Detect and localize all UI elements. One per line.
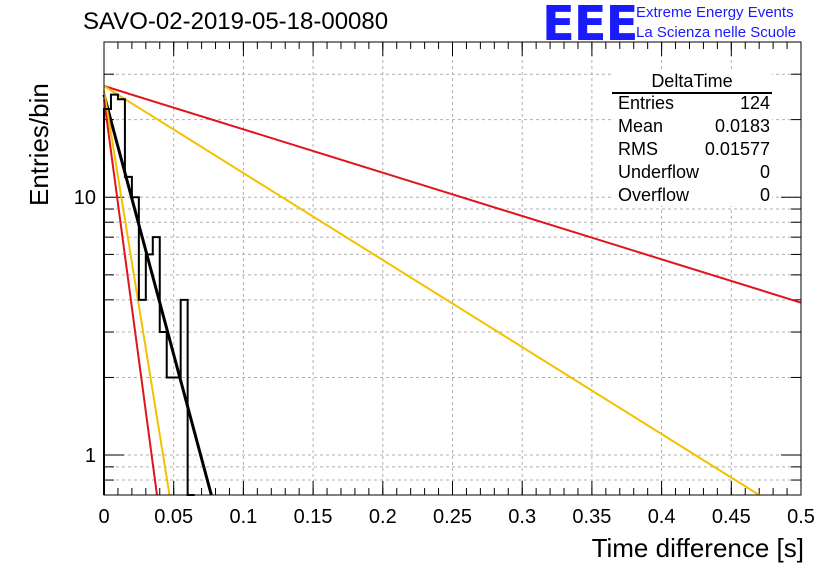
stats-value: 0: [759, 162, 770, 182]
stats-key: RMS: [618, 139, 658, 159]
x-tick-label: 0.3: [508, 506, 536, 528]
fit-line: [103, 85, 760, 496]
x-tick-label: 0.45: [712, 506, 751, 528]
histogram-layer: [103, 93, 195, 496]
x-tick-label: 0.2: [369, 506, 397, 528]
stats-key: Underflow: [618, 162, 700, 182]
stats-row-overflow: Overflow 0: [618, 184, 770, 207]
logo-mark: EEE: [542, 0, 638, 52]
tick-labels: 0 0.05 0.1 0.15 0.2 0.25 0.3 0.35 0.4 0.45 0.5 1 10: [74, 187, 815, 528]
stats-key: Mean: [618, 116, 664, 136]
plot-frame: [103, 41, 802, 496]
stats-row-mean: Mean 0.0183: [618, 115, 770, 138]
stats-value: 0.0183: [714, 116, 770, 136]
stats-value: 0: [759, 185, 770, 205]
x-tick-label: 0.5: [787, 506, 815, 528]
x-tick-label: 0: [98, 506, 109, 528]
x-tick-label: 0.25: [433, 506, 472, 528]
stats-key: Entries: [618, 93, 675, 113]
fit-line: [103, 85, 802, 304]
stats-title: DeltaTime: [612, 70, 772, 94]
fit-line: [103, 99, 158, 496]
y-tick-label: 10: [74, 187, 96, 209]
x-tick-label: 0.1: [229, 506, 257, 528]
y-tick-label: 1: [85, 445, 96, 467]
grid-lines: [104, 42, 801, 495]
x-tick-label: 0.35: [572, 506, 611, 528]
histogram-outline: [103, 93, 195, 496]
fit-line: [102, 94, 213, 496]
x-tick-label: 0.4: [648, 506, 676, 528]
stats-key: Overflow: [618, 185, 690, 205]
x-tick-label: 0.15: [294, 506, 333, 528]
x-tick-label: 0.05: [154, 506, 193, 528]
x-axis-title: Time difference [s]: [591, 533, 804, 563]
stats-value: 124: [739, 93, 770, 113]
stats-row-rms: RMS 0.01577: [618, 138, 770, 161]
logo-line-1: Extreme Energy Events: [636, 4, 794, 21]
stats-box: DeltaTime Entries 124 Mean 0.0183 RMS 0.…: [612, 70, 772, 206]
chart-title: SAVO-02-2019-05-18-00080: [83, 8, 389, 35]
y-axis-title: Entries/bin: [24, 83, 54, 206]
stats-row-entries: Entries 124: [618, 92, 770, 115]
fit-line: [103, 90, 171, 496]
series-layer: [102, 85, 802, 496]
stats-row-underflow: Underflow 0: [618, 161, 770, 184]
stats-value: 0.01577: [704, 139, 770, 159]
logo-line-2: La Scienza nelle Scuole: [636, 24, 797, 41]
